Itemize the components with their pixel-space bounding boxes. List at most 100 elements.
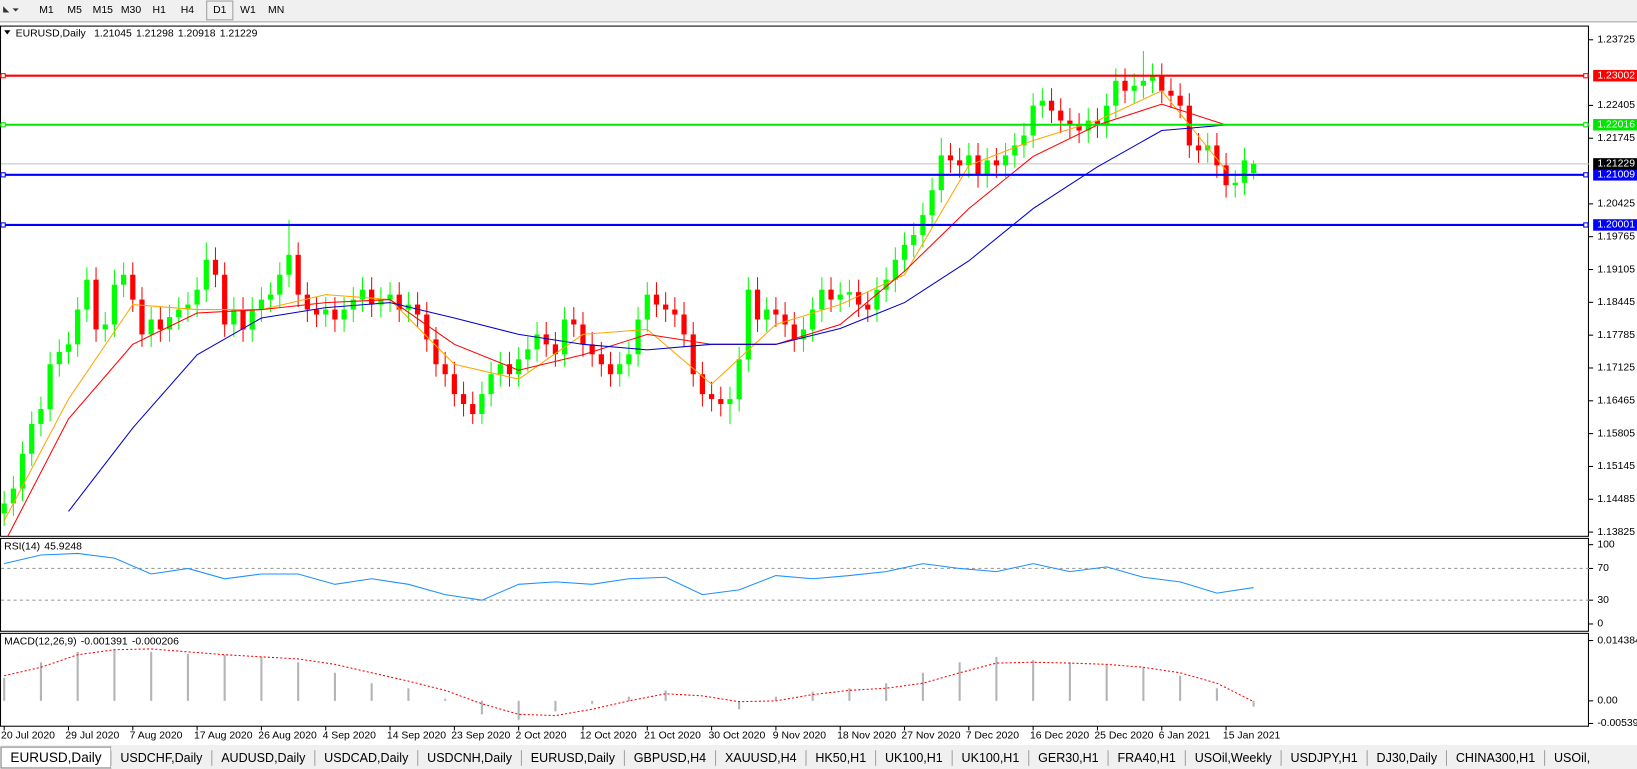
symbol-tab[interactable] — [314, 747, 418, 768]
candle-body — [855, 292, 862, 305]
header-value: -0.001391 — [81, 636, 128, 647]
tab-label[interactable]: USDCAD,Daily — [324, 751, 409, 765]
timeframe-button[interactable] — [263, 1, 290, 20]
tab-label[interactable]: GBPUSD,H4 — [634, 751, 706, 765]
timeframe-label[interactable]: MN — [268, 5, 284, 16]
plot-area — [3, 648, 1255, 720]
candle-body — [111, 284, 118, 325]
tab-label[interactable]: CHINA300,H1 — [1456, 751, 1535, 765]
candle-body — [258, 299, 265, 310]
symbol-tab[interactable] — [715, 747, 807, 768]
timeframe-button[interactable] — [89, 1, 116, 20]
timeframe-button[interactable] — [206, 0, 234, 21]
candle-body — [690, 334, 696, 375]
symbol-tab[interactable] — [624, 747, 716, 768]
timeframe-button[interactable] — [146, 1, 173, 20]
level-label: 1.21009 — [1597, 170, 1635, 181]
macd-bar — [113, 648, 116, 701]
symbol-tab[interactable] — [1028, 747, 1109, 768]
chart-header: EURUSD,Daily 1.21045 1.21298 1.20918 1.21229 — [16, 28, 258, 39]
timeframe-button[interactable] — [234, 1, 262, 20]
candle-body — [38, 409, 44, 424]
header-value: 1.20918 — [178, 28, 216, 39]
macd-bar — [517, 700, 520, 720]
tab-label[interactable]: USDCNH,Daily — [427, 751, 513, 765]
symbol-tab[interactable] — [521, 747, 625, 768]
x-tick-label: 15 Jan 2021 — [1223, 730, 1281, 741]
tab-label[interactable]: EURUSD,Daily — [531, 751, 616, 765]
candle-body — [957, 160, 963, 166]
timeframe-label[interactable]: W1 — [240, 5, 256, 16]
symbol-tab[interactable] — [1108, 747, 1186, 768]
candle-body — [718, 399, 724, 405]
timeframe-label[interactable]: D1 — [213, 5, 227, 16]
candle-body — [966, 155, 972, 166]
tab-label[interactable]: AUDUSD,Daily — [221, 751, 306, 765]
candle-body — [1214, 145, 1220, 166]
level-handle[interactable] — [1583, 172, 1589, 178]
macd-bar — [260, 656, 263, 701]
symbol-tab[interactable] — [1544, 747, 1600, 768]
symbol-tab[interactable] — [1367, 747, 1447, 768]
tab-label[interactable]: USOil,Weekly — [1195, 751, 1273, 765]
symbol-tab[interactable] — [1446, 747, 1545, 768]
timeframe-label[interactable]: M1 — [39, 5, 54, 16]
symbol-tab[interactable] — [1185, 747, 1282, 768]
level-handle[interactable] — [0, 73, 6, 79]
timeframe-label[interactable]: M30 — [121, 5, 141, 16]
timeframe-label[interactable]: H4 — [181, 5, 195, 16]
symbol-tab[interactable] — [211, 747, 315, 768]
symbol-tab[interactable] — [417, 747, 522, 768]
tab-label[interactable]: GER30,H1 — [1038, 751, 1099, 765]
toolbar-icon[interactable] — [3, 6, 19, 13]
timeframe-button[interactable] — [33, 1, 60, 20]
candle-body — [506, 364, 513, 375]
level-handle[interactable] — [0, 122, 6, 128]
timeframe-label[interactable]: M15 — [93, 5, 113, 16]
tab-label[interactable]: USDCHF,Daily — [120, 751, 203, 765]
level-handle[interactable] — [1583, 122, 1589, 128]
tab-label[interactable]: XAUUSD,H4 — [725, 751, 797, 765]
tab-label[interactable]: USDJPY,H1 — [1290, 751, 1357, 765]
level-handle[interactable] — [1583, 222, 1589, 228]
level-handle[interactable] — [0, 172, 6, 178]
timeframe-button[interactable] — [117, 1, 145, 20]
timeframe-button[interactable] — [61, 1, 88, 20]
candle-body — [1076, 125, 1082, 131]
tab-label[interactable]: UK100,H1 — [885, 751, 943, 765]
symbol-tab[interactable] — [110, 747, 212, 768]
level-handle[interactable] — [1583, 73, 1589, 79]
y-tick-label: 1.21745 — [1597, 133, 1635, 144]
candle-body — [1, 503, 7, 514]
level-handle[interactable] — [0, 222, 6, 228]
timeframe-label[interactable]: M5 — [67, 5, 82, 16]
candle-body — [185, 304, 191, 310]
candle-body — [396, 294, 402, 310]
candle-body — [534, 334, 540, 350]
candle-body — [139, 299, 145, 335]
tab-label[interactable]: HK50,H1 — [815, 751, 866, 765]
symbol-tab[interactable] — [875, 747, 953, 768]
y-tick-label: 0.00 — [1597, 696, 1617, 707]
price-label-box — [1593, 158, 1637, 170]
tab-label[interactable]: FRA40,H1 — [1117, 751, 1175, 765]
symbol-tab[interactable] — [952, 747, 1029, 768]
candle-body — [369, 289, 375, 305]
candle-body — [736, 359, 742, 400]
tab-label[interactable]: DJ30,Daily — [1377, 751, 1438, 765]
candle-body — [240, 309, 246, 330]
candle-body — [1241, 160, 1248, 183]
candle-body — [1012, 145, 1018, 156]
symbol-tab[interactable] — [806, 747, 876, 768]
candle-body — [846, 292, 853, 295]
candle-body — [19, 453, 26, 489]
timeframe-label[interactable]: H1 — [153, 5, 167, 16]
header-arrow[interactable] — [4, 30, 11, 35]
tab-label[interactable]: USOil, — [1554, 751, 1590, 765]
x-tick-label: 27 Nov 2020 — [901, 730, 960, 741]
tab-label[interactable]: UK100,H1 — [962, 751, 1020, 765]
tab-label[interactable]: EURUSD,Daily — [10, 750, 101, 765]
symbol-tab[interactable] — [1281, 747, 1368, 768]
timeframe-button[interactable] — [174, 1, 201, 20]
